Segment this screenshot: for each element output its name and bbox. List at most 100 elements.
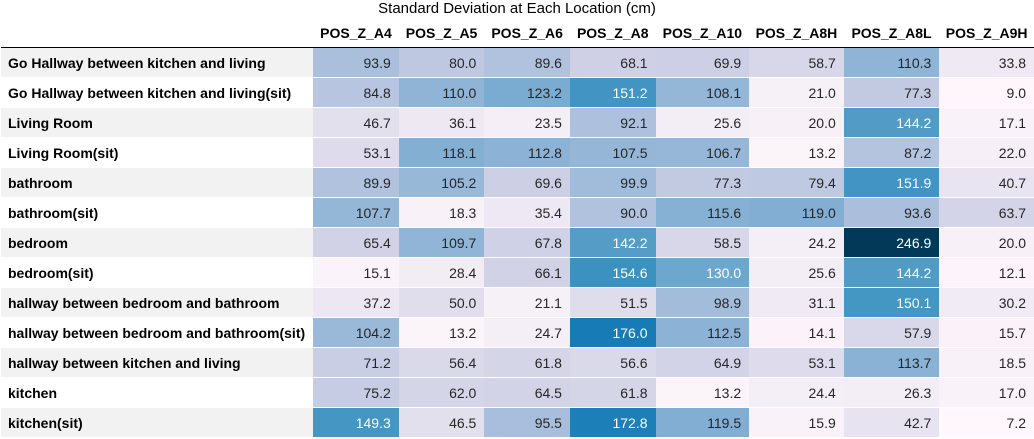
heatmap-cell: 17.1 xyxy=(939,107,1034,138)
heatmap-cell: 113.7 xyxy=(843,347,940,378)
heatmap-cell: 176.0 xyxy=(569,317,656,348)
heatmap-cell: 68.1 xyxy=(569,47,656,78)
heatmap-cell: 108.1 xyxy=(655,77,750,108)
heatmap-cell: 87.2 xyxy=(843,137,940,168)
heatmap-cell: 90.0 xyxy=(569,197,656,228)
heatmap-cell: 144.2 xyxy=(843,107,940,138)
heatmap-cell: 84.8 xyxy=(313,77,399,108)
heatmap-cell: 119.5 xyxy=(655,407,750,437)
table-row: hallway between bedroom and bathroom 37.2… xyxy=(1,287,1034,318)
heatmap-cell: 66.1 xyxy=(484,257,570,288)
heatmap-cell: 80.0 xyxy=(398,47,485,78)
heatmap-cell: 93.9 xyxy=(313,47,399,78)
table-row: hallway between bedroom and bathroom(sit… xyxy=(1,317,1034,348)
row-label: bathroom xyxy=(1,167,314,198)
row-label: kitchen(sit) xyxy=(1,407,314,437)
heatmap-cell: 112.5 xyxy=(655,317,750,348)
heatmap-cell: 42.7 xyxy=(843,407,940,437)
heatmap-cell: 17.0 xyxy=(939,377,1034,408)
heatmap-cell: 246.9 xyxy=(843,227,940,258)
heatmap-cell: 26.3 xyxy=(843,377,940,408)
heatmap-cell: 18.3 xyxy=(398,197,485,228)
heatmap-cell: 53.1 xyxy=(749,347,844,378)
table-row: bathroom 89.9 105.2 69.6 99.9 77.3 79.4 151.9 40… xyxy=(1,167,1034,198)
table-row: kitchen 75.2 62.0 64.5 61.8 13.2 24.4 26.3 17.0 xyxy=(1,377,1034,408)
heatmap-cell: 40.7 xyxy=(939,167,1034,198)
heatmap-cell: 56.6 xyxy=(569,347,656,378)
heatmap-cell: 154.6 xyxy=(569,257,656,288)
corner-header xyxy=(1,19,314,48)
heatmap-cell: 64.9 xyxy=(655,347,750,378)
heatmap-cell: 58.5 xyxy=(655,227,750,258)
heatmap-cell: 61.8 xyxy=(484,347,570,378)
heatmap-cell: 63.7 xyxy=(939,197,1034,228)
heatmap-cell: 31.1 xyxy=(749,287,844,318)
heatmap-cell: 18.5 xyxy=(939,347,1034,378)
column-header: POS_Z_A8 xyxy=(569,19,656,48)
heatmap-cell: 107.5 xyxy=(569,137,656,168)
row-label: hallway between kitchen and living xyxy=(1,347,314,378)
heatmap-cell: 58.7 xyxy=(749,47,844,78)
heatmap-cell: 62.0 xyxy=(398,377,485,408)
heatmap-cell: 28.4 xyxy=(398,257,485,288)
heatmap-cell: 151.2 xyxy=(569,77,656,108)
heatmap-cell: 71.2 xyxy=(313,347,399,378)
heatmap-cell: 75.2 xyxy=(313,377,399,408)
heatmap-cell: 15.1 xyxy=(313,257,399,288)
row-label: bedroom(sit) xyxy=(8,264,94,281)
heatmap-cell: 25.6 xyxy=(749,257,844,288)
heatmap-cell: 37.2 xyxy=(313,287,399,318)
column-header: POS_Z_A10 xyxy=(655,19,750,48)
heatmap-cell: 77.3 xyxy=(655,167,750,198)
heatmap-cell: 79.4 xyxy=(749,167,844,198)
heatmap-cell: 24.4 xyxy=(749,377,844,408)
column-header: POS_Z_A8L xyxy=(843,19,940,48)
heatmap-cell: 95.5 xyxy=(484,407,570,437)
heatmap-cell: 50.0 xyxy=(398,287,485,318)
heatmap-cell: 119.0 xyxy=(749,197,844,228)
heatmap-cell: 107.7 xyxy=(313,197,399,228)
table-row: bathroom(sit) 107.7 18.3 35.4 90.0 115.6 119.0… xyxy=(1,197,1034,228)
heatmap-cell: 13.2 xyxy=(398,317,485,348)
heatmap-cell: 105.2 xyxy=(398,167,485,198)
heatmap-cell: 106.7 xyxy=(655,137,750,168)
row-label: Living Room(sit) xyxy=(8,144,119,161)
heatmap-cell: 53.1 xyxy=(313,137,399,168)
heatmap-cell: 109.7 xyxy=(398,227,485,258)
heatmap-table: POS_Z_A4 POS_Z_A5 POS_Z_A6 POS_Z_A8 POS_… xyxy=(1,19,1034,437)
heatmap-cell: 149.3 xyxy=(313,407,399,437)
heatmap-cell: 36.1 xyxy=(398,107,485,138)
table-row: bedroom 65.4 109.7 67.8 142.2 58.5 24.2 246.9 20… xyxy=(1,227,1034,258)
row-label: Go Hallway between kitchen and living xyxy=(1,47,314,78)
heatmap-cell: 110.3 xyxy=(843,47,940,78)
heatmap-cell: 89.9 xyxy=(313,167,399,198)
heatmap-cell: 77.3 xyxy=(843,77,940,108)
row-label: hallway between bedroom and bathroom xyxy=(1,287,314,318)
heatmap-cell: 57.9 xyxy=(843,317,940,348)
heatmap-cell: 24.2 xyxy=(749,227,844,258)
chart-title: Standard Deviation at Each Location (cm) xyxy=(378,0,656,17)
heatmap-cell: 65.4 xyxy=(313,227,399,258)
heatmap-cell: 89.6 xyxy=(484,47,570,78)
table-row: Living Room(sit) 53.1 118.1 112.8 107.5 106.7… xyxy=(1,137,1034,168)
heatmap-cell: 151.9 xyxy=(843,167,940,198)
heatmap-cell: 20.0 xyxy=(939,227,1034,258)
table-row: kitchen(sit) 149.3 46.5 95.5 172.8 119.5 15.9 4… xyxy=(1,407,1034,437)
heatmap-cell: 33.8 xyxy=(939,47,1034,78)
heatmap-cell: 99.9 xyxy=(569,167,656,198)
heatmap-cell: 46.5 xyxy=(398,407,485,437)
row-label: Living Room xyxy=(1,107,314,138)
heatmap-cell: 67.8 xyxy=(484,227,570,258)
column-header: POS_Z_A4 xyxy=(313,19,399,48)
row-label: bathroom(sit) xyxy=(8,204,99,221)
heatmap-cell: 20.0 xyxy=(749,107,844,138)
heatmap-cell: 172.8 xyxy=(569,407,656,437)
table-row: Living Room 46.7 36.1 23.5 92.1 25.6 20.0 144.2… xyxy=(1,107,1034,138)
heatmap-cell: 21.0 xyxy=(749,77,844,108)
heatmap-cell: 123.2 xyxy=(484,77,570,108)
heatmap-cell: 69.9 xyxy=(655,47,750,78)
row-label: Go Hallway between kitchen and living(si… xyxy=(8,84,292,101)
heatmap-cell: 142.2 xyxy=(569,227,656,258)
heatmap-cell: 12.1 xyxy=(939,257,1034,288)
heatmap-cell: 92.1 xyxy=(569,107,656,138)
